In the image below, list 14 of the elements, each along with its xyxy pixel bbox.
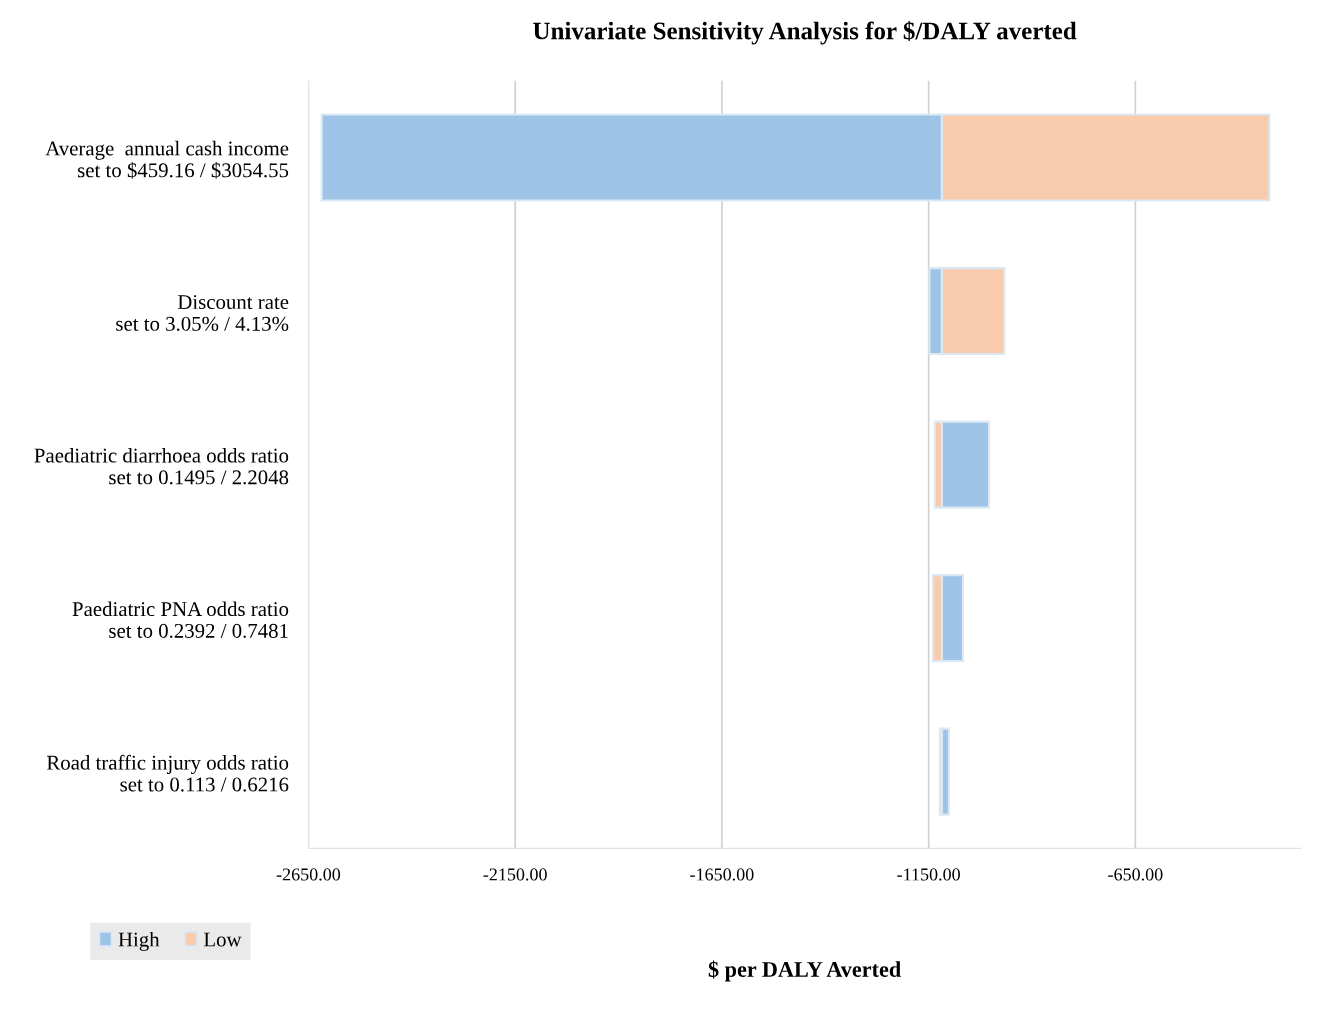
x-tick-label: -2150.00	[483, 868, 547, 881]
x-tick-label: -1650.00	[690, 868, 754, 881]
legend-label: High	[118, 931, 160, 951]
x-tick-label: -650.00	[1108, 868, 1163, 881]
y-tick-label: Average annual cash income set to $459.16 / $3054.55	[45, 140, 289, 179]
y-tick-label: Paediatric diarrhoea odds ratio set to 0.1495 / 2.2048	[34, 447, 289, 485]
y-tick-label: Road traffic injury odds ratio set to 0.113 / 0.6216	[46, 754, 289, 792]
legend-label: Low	[203, 932, 242, 947]
x-tick-label: -2650.00	[276, 868, 341, 881]
chart-title: Univariate Sensitivity Analysis for $/DALY averted	[533, 21, 1077, 45]
y-tick-label: Discount rate set to 3.05% / 4.13%	[116, 295, 289, 331]
x-tick-label: -1150.00	[897, 868, 960, 881]
x-axis-title: $ per DALY Averted	[708, 960, 901, 982]
y-tick-label: Paediatric PNA odds ratio set to 0.2392 / 0.7481	[72, 601, 289, 638]
